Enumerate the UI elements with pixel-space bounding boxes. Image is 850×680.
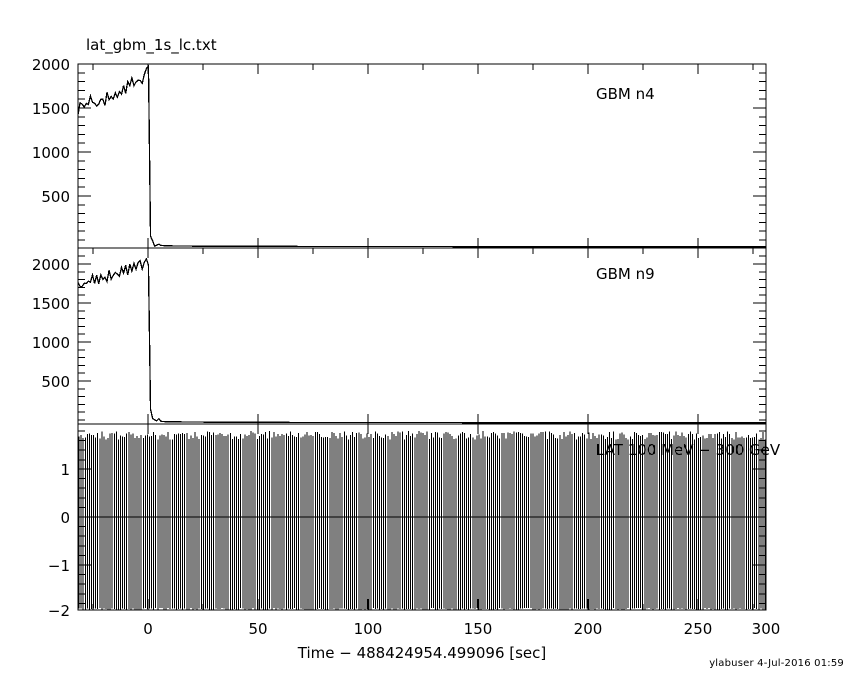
panel-label-gbm-n9: GBM n9	[596, 265, 655, 283]
xtick-label: 50	[248, 620, 267, 638]
lat-errorbars	[78, 431, 766, 610]
xtick-label: 150	[464, 620, 493, 638]
ytick-label: 1000	[32, 334, 70, 352]
x-axis-label: Time − 488424954.499096 [sec]	[297, 644, 547, 662]
panel-gbm-n9-yticklabels: 2000 1500 1000 500	[32, 256, 70, 391]
plot-title: lat_gbm_1s_lc.txt	[86, 36, 217, 55]
xtick-label: 300	[752, 620, 781, 638]
panel-label-lat: LAT 100 MeV − 300 GeV	[596, 441, 781, 459]
ytick-label: 1500	[32, 295, 70, 313]
ytick-label: 500	[41, 188, 70, 206]
gbm-n9-lightcurve	[77, 257, 766, 424]
panel-gbm-n9-xticks	[92, 248, 754, 424]
x-tick-labels: 0 50 100 150 200 250 300	[143, 620, 780, 638]
xtick-label: 100	[354, 620, 383, 638]
ytick-label: −1	[48, 557, 70, 575]
panel-lat-yminor	[78, 430, 766, 604]
panel-gbm-n4-yminor	[78, 72, 766, 241]
panel-lat-yticklabels: 1 0 −1 −2	[48, 461, 70, 620]
panel-lat-xticks	[92, 424, 754, 610]
panel-gbm-n4-yticks	[78, 63, 766, 197]
panel-gbm-n9: 2000 1500 1000 500 GBM n9	[32, 247, 767, 425]
ytick-label: 1500	[32, 100, 70, 118]
panel-gbm-n9-yticks	[78, 263, 766, 382]
xtick-label: 200	[574, 620, 603, 638]
xtick-label: 250	[684, 620, 713, 638]
panel-gbm-n4-yticklabels: 2000 1500 1000 500	[32, 56, 70, 206]
gbm-n4-lightcurve	[77, 64, 766, 248]
panel-label-gbm-n4: GBM n4	[596, 85, 655, 103]
ytick-label: 2000	[32, 56, 70, 74]
panel-gbm-n9-yminor	[78, 255, 766, 421]
ytick-label: 2000	[32, 256, 70, 274]
ytick-label: −2	[48, 602, 70, 620]
ytick-label: 0	[60, 509, 70, 527]
ytick-label: 500	[41, 373, 70, 391]
figure-footer: ylabuser 4-Jul-2016 01:59	[709, 658, 844, 669]
ytick-label: 1000	[32, 144, 70, 162]
xtick-label: 0	[143, 620, 153, 638]
panel-lat: LAT 100 MeV − 300 GeV	[48, 423, 781, 620]
ytick-label: 1	[60, 461, 70, 479]
panel-lat-yticks	[78, 468, 766, 611]
